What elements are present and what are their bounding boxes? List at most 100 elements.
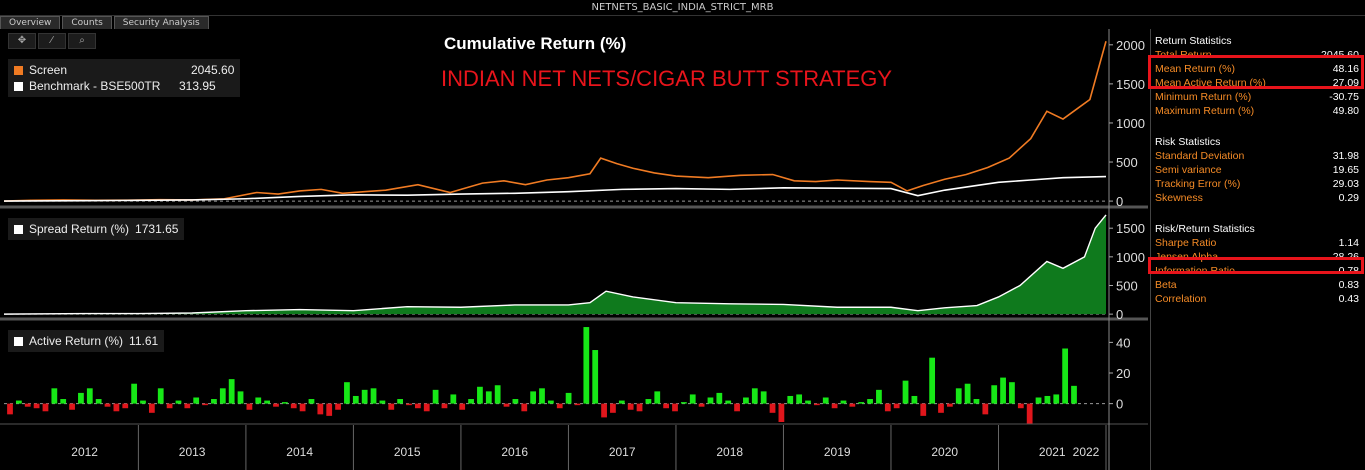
- active-bar-negative: [24, 403, 31, 407]
- active-bar-negative: [290, 403, 297, 409]
- x-axis-year-label: 2022: [1073, 445, 1100, 459]
- active-bar-negative: [184, 403, 191, 409]
- active-bar-positive: [725, 400, 732, 404]
- tab-security-analysis[interactable]: Security Analysis: [113, 16, 209, 29]
- legend-item-spread: Spread Return (%) 1731.65: [14, 221, 178, 237]
- draw-icon[interactable]: ∕: [38, 33, 66, 49]
- active-bar-negative: [1026, 403, 1033, 424]
- active-bar-positive: [450, 394, 457, 404]
- legend-item-active: Active Return (%) 11.61: [14, 333, 158, 349]
- stat-value: 19.65: [1332, 164, 1359, 176]
- active-bar-positive: [1009, 382, 1015, 404]
- active-bar-negative: [104, 403, 111, 407]
- active-bar-positive: [361, 389, 368, 404]
- active-bar-positive: [228, 379, 235, 404]
- active-bar-positive: [1053, 394, 1060, 404]
- stat-value: 31.98: [1332, 150, 1359, 162]
- tab-overview[interactable]: Overview: [0, 16, 61, 29]
- stat-row: Standard Deviation 31.98: [1151, 149, 1365, 163]
- y-tick-label: 0: [1116, 397, 1123, 412]
- active-bar-negative: [441, 403, 448, 409]
- chart-title: Cumulative Return (%): [444, 34, 627, 53]
- active-bar-negative: [388, 403, 395, 410]
- spread-legend: Spread Return (%) 1731.65: [8, 218, 185, 240]
- crosshair-icon[interactable]: ✥: [8, 33, 36, 49]
- chart-area: 0 500 1000 1500 2000 0 500 1000 1500 0 20 40 2012 201…: [0, 29, 1148, 470]
- y-tick-label: 1500: [1116, 77, 1145, 92]
- stat-value: 0.83: [1338, 279, 1359, 291]
- active-bar-positive: [530, 391, 537, 404]
- legend-swatch: [14, 224, 23, 234]
- zoom-icon[interactable]: ⌕: [68, 33, 96, 49]
- stat-value: 1.14: [1338, 237, 1359, 249]
- active-bar-positive: [352, 395, 359, 404]
- stat-label: Skewness: [1155, 192, 1203, 204]
- legend-swatch: [14, 65, 23, 75]
- stat-row: Mean Return (%) 48.16: [1151, 62, 1365, 76]
- active-bar-positive: [822, 397, 829, 404]
- active-bar-positive: [86, 388, 93, 404]
- active-bar-negative: [69, 403, 75, 410]
- active-bar-positive: [15, 400, 22, 404]
- active-bar-negative: [698, 403, 705, 407]
- statistics-panel: Return Statistics Total Return 2045.60 Me…: [1150, 29, 1365, 470]
- stat-row: Tracking Error (%) 29.03: [1151, 177, 1365, 191]
- active-bar-positive: [512, 399, 519, 404]
- tab-bar: Overview Counts Security Analysis: [0, 16, 211, 29]
- stat-label: Minimum Return (%): [1155, 91, 1252, 103]
- active-bar-positive: [716, 392, 723, 404]
- active-bar-negative: [299, 403, 306, 412]
- active-bar-negative: [459, 403, 466, 410]
- legend-label: Active Return (%): [29, 334, 124, 348]
- active-bar-negative: [202, 403, 208, 406]
- active-bar-negative: [33, 403, 40, 409]
- active-bar-negative: [946, 403, 953, 407]
- active-bar-negative: [335, 403, 341, 410]
- active-bar-negative: [982, 403, 989, 415]
- stat-row: Beta 0.83: [1151, 278, 1365, 292]
- active-bar-negative: [1017, 403, 1024, 409]
- legend-value: 2045.60: [191, 63, 235, 77]
- active-bar-positive: [308, 399, 315, 404]
- active-bar-negative: [246, 403, 253, 410]
- active-bar-positive: [477, 386, 483, 404]
- legend-item-benchmark: Benchmark - BSE500TR 313.95: [14, 78, 234, 94]
- active-bar-positive: [547, 400, 554, 404]
- stat-label: Sharpe Ratio: [1155, 237, 1217, 249]
- stat-row: Correlation 0.43: [1151, 292, 1365, 306]
- active-bar-positive: [1000, 377, 1006, 404]
- active-bar-positive: [219, 388, 226, 404]
- stat-label: Tracking Error (%): [1155, 178, 1241, 190]
- stat-group-title: Return Statistics: [1155, 35, 1232, 47]
- active-bar-positive: [565, 392, 572, 404]
- active-bar-negative: [734, 403, 740, 412]
- legend-swatch: [14, 81, 23, 91]
- y-tick-label: 20: [1116, 366, 1130, 381]
- x-axis-year-label: 2016: [501, 445, 528, 459]
- stat-label: Mean Return (%): [1155, 63, 1235, 75]
- active-bar-negative: [42, 403, 49, 412]
- active-bar-negative: [663, 403, 670, 409]
- active-bar-positive: [902, 380, 909, 404]
- tab-counts[interactable]: Counts: [62, 16, 112, 29]
- legend-swatch: [14, 336, 23, 346]
- active-bar-negative: [672, 403, 678, 412]
- active-bar-positive: [175, 400, 182, 404]
- active-bar-positive: [840, 400, 847, 404]
- active-bar-positive: [973, 399, 980, 404]
- active-bar-positive: [60, 399, 67, 404]
- active-bar-negative: [849, 403, 856, 407]
- chart-toolbar: ✥ ∕ ⌕: [8, 33, 96, 49]
- active-bar-positive: [432, 389, 439, 404]
- x-axis-year-label: 2013: [179, 445, 206, 459]
- legend-item-screen: Screen 2045.60: [14, 62, 234, 78]
- spread-series-line: [3, 214, 1107, 315]
- active-bar-positive: [805, 400, 811, 404]
- window-title: NETNETS_BASIC_INDIA_STRICT_MRB: [0, 0, 1365, 16]
- active-bar-positive: [689, 394, 696, 404]
- active-bar-positive: [1044, 395, 1051, 404]
- stat-label: Beta: [1155, 279, 1177, 291]
- spread-area: [4, 214, 1106, 315]
- active-bar-positive: [255, 397, 262, 404]
- active-bar-positive: [51, 388, 58, 404]
